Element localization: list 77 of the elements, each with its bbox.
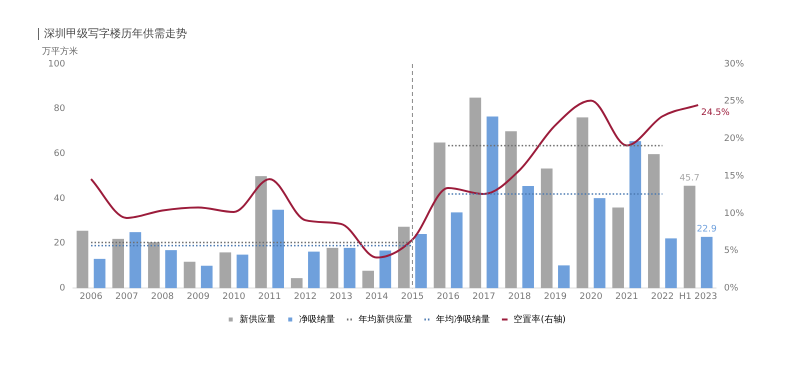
data-label: 45.7 bbox=[680, 174, 700, 184]
bar bbox=[165, 250, 177, 288]
bar bbox=[200, 266, 213, 288]
x-tick-label: 2012 bbox=[294, 292, 317, 302]
x-tick-label: 2015 bbox=[400, 292, 424, 302]
bar bbox=[700, 236, 713, 288]
x-tick-label: 2006 bbox=[80, 292, 103, 302]
bar bbox=[219, 252, 232, 288]
x-tick-label: 2010 bbox=[222, 292, 246, 302]
y-tick-label: 100 bbox=[48, 59, 66, 70]
bar bbox=[290, 278, 303, 288]
y2-tick-label: 10% bbox=[724, 208, 744, 219]
x-tick-label: 2018 bbox=[508, 292, 532, 302]
bar bbox=[112, 238, 124, 288]
legend-label: 年均新供应量 bbox=[358, 314, 413, 325]
x-tick-label: 2008 bbox=[151, 292, 174, 302]
legend-label: 空置率(右轴) bbox=[514, 314, 566, 325]
x-tick-label: 2020 bbox=[580, 292, 603, 302]
y-tick-label: 40 bbox=[54, 194, 66, 204]
x-tick-label: 2016 bbox=[436, 292, 460, 302]
legend-label: 年均净吸纳量 bbox=[436, 314, 490, 325]
bar bbox=[129, 232, 142, 288]
bar bbox=[344, 248, 356, 288]
x-tick-label: 2022 bbox=[650, 292, 674, 302]
y2-tick-label: 25% bbox=[724, 96, 744, 107]
y2-tick-label: 5% bbox=[724, 246, 739, 256]
bar bbox=[558, 265, 570, 288]
x-tick-label: H1 2023 bbox=[679, 292, 718, 302]
bar bbox=[434, 142, 446, 288]
bar bbox=[665, 238, 677, 288]
bar bbox=[148, 242, 160, 288]
bar bbox=[594, 198, 606, 288]
y-tick-label: 80 bbox=[54, 104, 66, 114]
bar bbox=[272, 210, 284, 288]
x-tick-label: 2014 bbox=[365, 292, 388, 302]
x-tick-label: 2021 bbox=[615, 292, 638, 302]
bar bbox=[684, 186, 696, 288]
x-tick-label: 2009 bbox=[186, 292, 210, 302]
y2-tick-label: 15% bbox=[724, 171, 744, 182]
bar bbox=[379, 250, 392, 288]
y-tick-label: 60 bbox=[54, 149, 66, 160]
legend-label: 净吸纳量 bbox=[299, 314, 336, 325]
bar bbox=[576, 117, 588, 288]
bar bbox=[612, 207, 624, 288]
x-tick-label: 2013 bbox=[330, 292, 352, 302]
bar bbox=[326, 248, 338, 288]
y2-tick-label: 0% bbox=[724, 284, 739, 294]
y2-tick-label: 30% bbox=[724, 59, 744, 70]
bar bbox=[505, 131, 517, 288]
bar bbox=[398, 226, 410, 288]
bar bbox=[469, 98, 482, 288]
x-tick-label: 2007 bbox=[115, 292, 138, 302]
bar bbox=[255, 176, 267, 288]
bar bbox=[236, 254, 248, 288]
data-label: 22.9 bbox=[696, 224, 717, 235]
bar bbox=[415, 234, 427, 288]
y-tick-label: 0 bbox=[59, 284, 66, 294]
y-axis-title: 万平方米 bbox=[42, 46, 78, 57]
bar bbox=[450, 212, 463, 288]
bar bbox=[522, 186, 534, 288]
x-tick-label: 2019 bbox=[544, 292, 568, 302]
y-tick-label: 20 bbox=[54, 238, 66, 249]
bar bbox=[94, 258, 106, 288]
data-label: 24.5% bbox=[701, 108, 730, 118]
chart-title: 深圳甲级写字楼历年供需走势 bbox=[38, 27, 187, 40]
legend-label: 新供应量 bbox=[240, 314, 276, 325]
bar bbox=[308, 252, 320, 288]
bar bbox=[184, 262, 196, 288]
bar bbox=[362, 270, 374, 288]
bar bbox=[540, 168, 553, 288]
bar bbox=[629, 141, 642, 288]
bar bbox=[648, 154, 660, 288]
bar bbox=[76, 230, 88, 288]
bar bbox=[486, 116, 498, 288]
x-tick-label: 2017 bbox=[472, 292, 496, 302]
x-tick-label: 2011 bbox=[258, 292, 282, 302]
y2-tick-label: 20% bbox=[724, 134, 744, 144]
